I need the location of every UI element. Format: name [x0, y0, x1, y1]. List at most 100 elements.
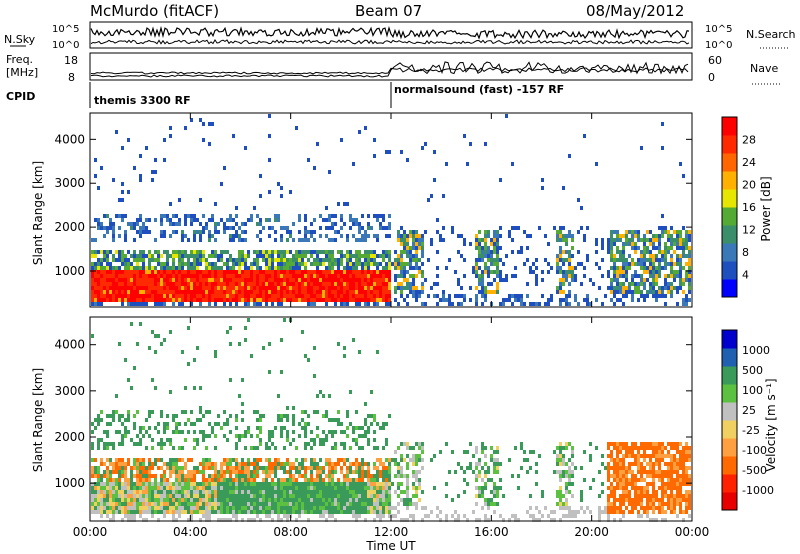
rti-cell	[244, 266, 247, 270]
rti-cell	[268, 250, 271, 254]
rti-cell	[481, 446, 484, 450]
rti-cell	[343, 442, 346, 446]
rti-cell	[352, 506, 355, 510]
rti-cell	[499, 270, 502, 274]
rti-cell	[250, 218, 253, 222]
rti-cell	[169, 510, 172, 514]
rti-cell	[352, 438, 355, 442]
rti-cell	[292, 494, 295, 498]
rti-cell	[361, 290, 364, 294]
rti-cell	[511, 514, 514, 518]
rti-cell	[124, 462, 127, 466]
rti-cell	[175, 474, 178, 478]
rti-cell	[253, 270, 256, 274]
rti-cell	[658, 446, 661, 450]
rti-cell	[286, 434, 289, 438]
rti-cell	[490, 478, 493, 482]
rti-cell	[367, 426, 370, 430]
rti-cell	[301, 290, 304, 294]
rti-cell	[331, 498, 334, 502]
noise-panel: N.Sky 10^5 10^0 10^5 10^0 N.Search	[4, 21, 796, 51]
rti-cell	[148, 410, 151, 414]
rti-cell	[214, 466, 217, 470]
rti-cell	[646, 446, 649, 450]
freq-left-tick-top: 18	[64, 54, 78, 67]
rti-cell	[517, 474, 520, 478]
rti-cell	[238, 502, 241, 506]
rti-cell	[124, 510, 127, 514]
rti-cell	[664, 462, 667, 466]
rti-cell	[589, 302, 592, 306]
rti-cell	[400, 442, 403, 446]
rti-cell	[292, 474, 295, 478]
rti-cell	[433, 294, 436, 298]
rti-cell	[415, 290, 418, 294]
rti-cell	[211, 278, 214, 282]
rti-cell	[286, 278, 289, 282]
rti-cell	[643, 270, 646, 274]
rti-cell	[304, 470, 307, 474]
rti-cell	[124, 234, 127, 238]
x-tick-label: 04:00	[173, 525, 208, 539]
rti-cell	[217, 494, 220, 498]
rti-cell	[310, 506, 313, 510]
rti-cell	[676, 262, 679, 266]
rti-cell	[520, 446, 523, 450]
rti-cell	[685, 470, 688, 474]
rti-cell	[202, 274, 205, 278]
rti-cell	[655, 446, 658, 450]
rti-cell	[283, 294, 286, 298]
rti-cell	[157, 506, 160, 510]
rti-cell	[283, 298, 286, 302]
rti-cell	[262, 414, 265, 418]
rti-cell	[466, 162, 469, 166]
rti-cell	[235, 482, 238, 486]
rti-cell	[118, 282, 121, 286]
rti-cell	[313, 250, 316, 254]
rti-cell	[571, 446, 574, 450]
rti-cell	[106, 506, 109, 510]
rti-cell	[574, 510, 577, 514]
rti-cell	[682, 474, 685, 478]
rti-cell	[628, 242, 631, 246]
rti-cell	[223, 518, 226, 522]
rti-cell	[616, 246, 619, 250]
rti-cell	[271, 294, 274, 298]
rti-cell	[646, 442, 649, 446]
rti-cell	[97, 442, 100, 446]
rti-cell	[103, 442, 106, 446]
rti-cell	[289, 278, 292, 282]
rti-cell	[91, 278, 94, 282]
rti-cell	[610, 486, 613, 490]
rti-cell	[685, 502, 688, 506]
rti-cell	[256, 258, 259, 262]
rti-cell	[229, 214, 232, 218]
rti-cell	[412, 274, 415, 278]
rti-cell	[346, 238, 349, 242]
rti-cell	[682, 446, 685, 450]
rti-cell	[256, 302, 259, 306]
rti-cell	[343, 290, 346, 294]
rti-cell	[145, 298, 148, 302]
rti-cell	[343, 462, 346, 466]
rti-cell	[487, 254, 490, 258]
rti-cell	[409, 274, 412, 278]
rti-cell	[652, 510, 655, 514]
rti-cell	[112, 462, 115, 466]
rti-cell	[358, 258, 361, 262]
rti-cell	[682, 302, 685, 306]
rti-cell	[205, 298, 208, 302]
rti-cell	[601, 302, 604, 306]
rti-cell	[148, 462, 151, 466]
rti-cell	[232, 290, 235, 294]
rti-cell	[352, 270, 355, 274]
rti-cell	[283, 486, 286, 490]
rti-cell	[478, 518, 481, 522]
rti-cell	[304, 290, 307, 294]
rti-cell	[400, 290, 403, 294]
noise-right-label: N.Search	[746, 28, 796, 41]
rti-cell	[163, 506, 166, 510]
rti-cell	[616, 470, 619, 474]
